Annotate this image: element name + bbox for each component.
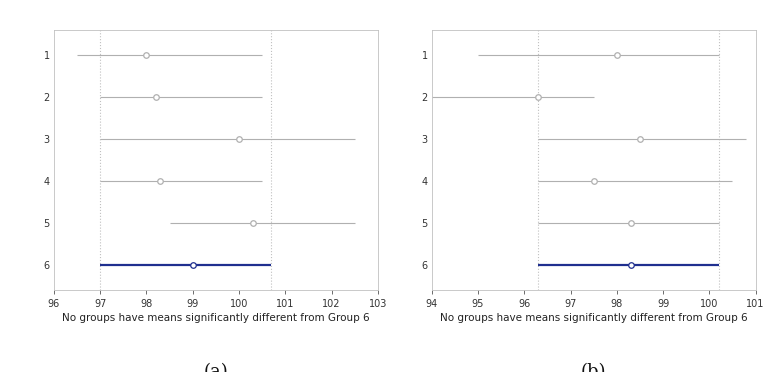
X-axis label: No groups have means significantly different from Group 6: No groups have means significantly diffe…	[62, 313, 369, 323]
Text: (a): (a)	[204, 363, 228, 372]
Text: (b): (b)	[581, 363, 607, 372]
X-axis label: No groups have means significantly different from Group 6: No groups have means significantly diffe…	[440, 313, 747, 323]
